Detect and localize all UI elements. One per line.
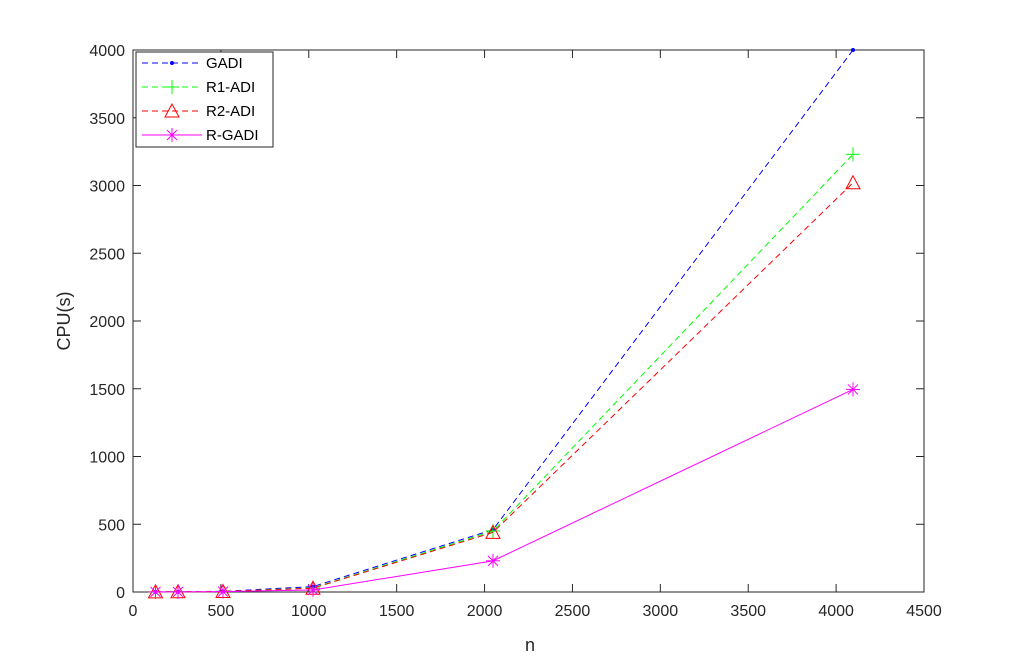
x-tick-label: 4000: [818, 603, 854, 620]
data-point-r-gadi: [170, 584, 185, 599]
series-r-gadi: [148, 382, 860, 599]
legend-item-r-gadi: R-GADI: [142, 127, 259, 144]
x-tick-label: 1500: [379, 603, 415, 620]
y-axis-label: CPU(s): [54, 292, 74, 351]
x-tick-label: 4500: [906, 603, 942, 620]
legend-item-gadi: GADI: [142, 55, 243, 72]
data-point-r-gadi: [305, 582, 320, 597]
y-axis: 0 500 1000 1500 2000 2500 3000 3500 4000: [89, 43, 924, 602]
y-tick-label: 2500: [89, 246, 125, 263]
x-tick-label: 2000: [467, 603, 503, 620]
series-line-gadi: [155, 49, 854, 593]
y-tick-label: 500: [98, 517, 125, 534]
legend-marker: [170, 61, 174, 65]
series-layer: [147, 48, 861, 599]
legend-marker: [165, 80, 179, 94]
data-point-r-gadi: [148, 584, 163, 599]
data-point-r2-adi: [485, 524, 501, 539]
y-tick-label: 3500: [89, 111, 125, 128]
x-tick-label: 3500: [730, 603, 766, 620]
legend-item-r1-adi: R1-ADI: [142, 79, 255, 96]
legend-marker: [164, 102, 180, 118]
x-axis-label: n: [525, 635, 535, 655]
legend-item-r2-adi: R2-ADI: [142, 102, 255, 120]
y-tick-label: 1000: [89, 450, 125, 467]
legend-label: GADI: [206, 55, 243, 72]
y-tick-label: 1500: [89, 382, 125, 399]
data-point-r-gadi: [215, 584, 230, 599]
legend-label: R-GADI: [206, 127, 259, 144]
legend-label: R2-ADI: [206, 103, 255, 120]
x-tick-label: 500: [208, 603, 235, 620]
legend-label: R1-ADI: [206, 79, 255, 96]
y-tick-label: 4000: [89, 43, 125, 60]
y-tick-label: 2000: [89, 314, 125, 331]
data-point-r-gadi: [485, 553, 500, 568]
legend-box: [135, 51, 274, 148]
data-point-r-gadi: [845, 382, 860, 397]
legend: GADI R1-ADI R2-ADI R-GADI: [135, 51, 274, 148]
x-axis: 0 500 1000 1500 2000 2500 3000 3500 4000 4500: [129, 50, 942, 620]
x-tick-label: 2500: [555, 603, 591, 620]
data-point-gadi: [850, 48, 855, 52]
x-tick-label: 0: [129, 603, 138, 620]
data-point-r1-adi: [845, 147, 860, 162]
x-tick-label: 1000: [291, 603, 327, 620]
legend-marker: [165, 128, 179, 142]
y-tick-label: 0: [116, 585, 125, 602]
x-tick-label: 3000: [643, 603, 679, 620]
y-tick-label: 3000: [89, 179, 125, 196]
data-point-r2-adi: [845, 174, 861, 190]
series-line-r2-adi: [155, 182, 854, 593]
